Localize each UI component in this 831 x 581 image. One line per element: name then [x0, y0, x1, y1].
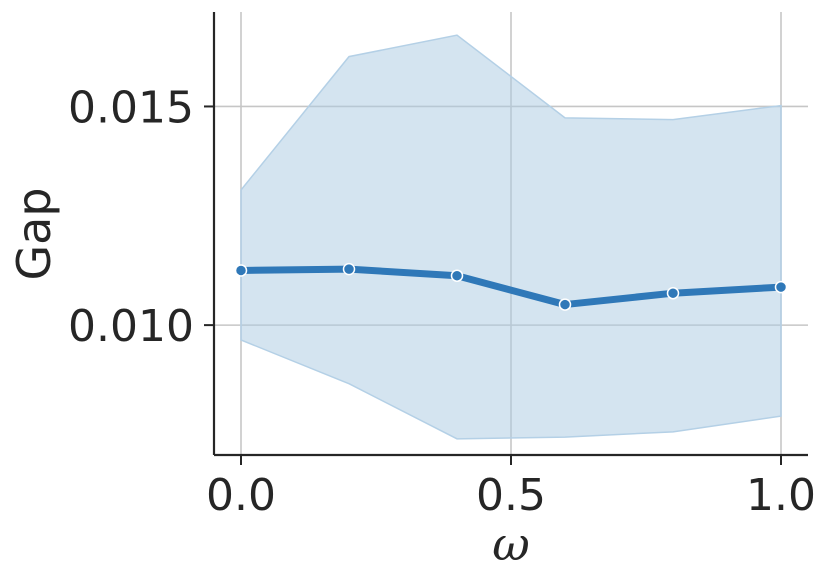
confidence-band	[240, 34, 782, 440]
x-axis-label: ω	[492, 517, 530, 571]
data-point	[234, 264, 248, 277]
y-tick-labels: 0.010 0.015	[68, 82, 194, 352]
x-tick-labels: 0.0 0.5 1.0	[206, 470, 816, 521]
data-point	[774, 280, 788, 294]
x-tick-label: 0.5	[476, 470, 546, 521]
series-line	[237, 265, 785, 309]
y-tick-label: 0.010	[68, 301, 194, 352]
x-tick-label: 1.0	[746, 470, 816, 521]
data-point	[666, 286, 680, 300]
y-tick-label: 0.015	[68, 82, 194, 133]
confidence-band-layer	[240, 34, 782, 440]
series-line-layer	[237, 265, 785, 309]
y-axis-label: Gap	[7, 187, 61, 280]
data-point	[450, 269, 464, 282]
x-tick-label: 0.0	[206, 470, 276, 521]
data-point	[342, 262, 356, 276]
axes	[212, 12, 808, 457]
data-point-markers	[234, 262, 788, 311]
data-point	[558, 298, 572, 311]
